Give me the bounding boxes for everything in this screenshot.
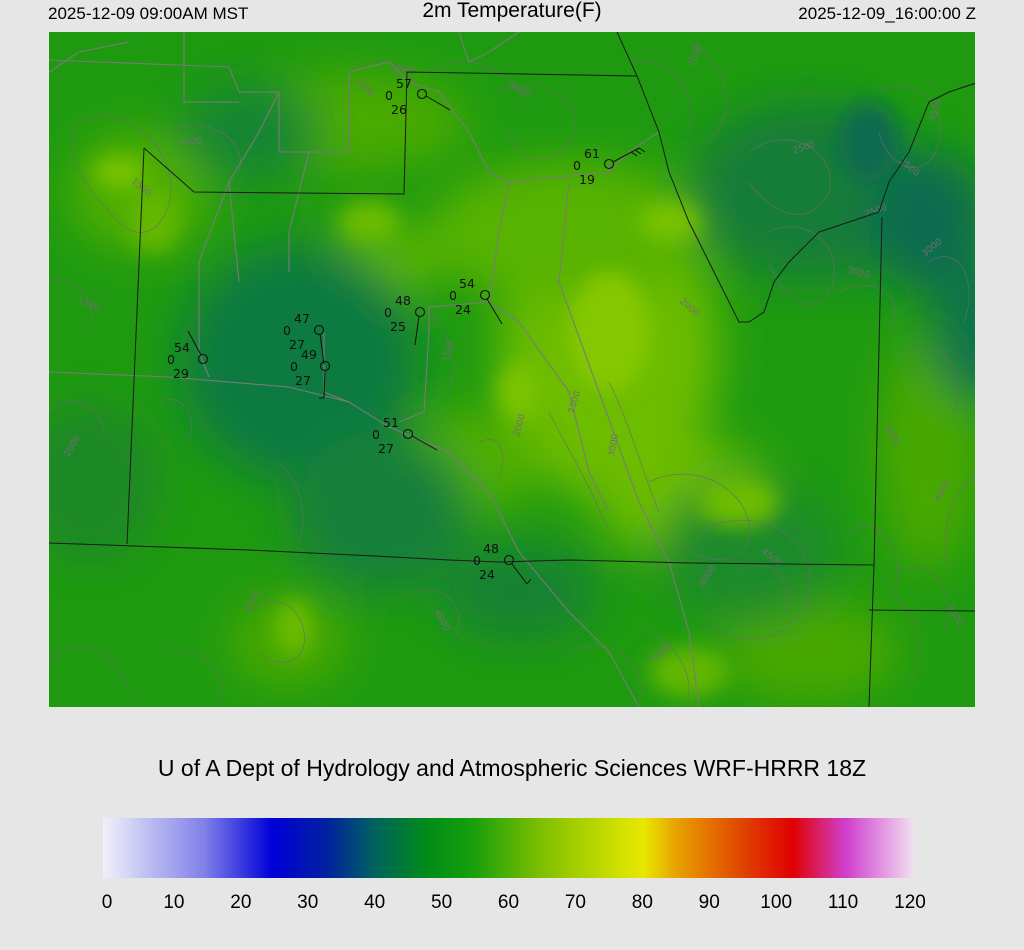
station-plot: 48 0 25 bbox=[384, 293, 426, 346]
colorbar-tick-label: 40 bbox=[364, 892, 386, 913]
terrain-contours bbox=[49, 41, 975, 707]
station-temp: 47 bbox=[294, 311, 310, 326]
colorbar-tick-label: 100 bbox=[760, 892, 793, 913]
wind-barb bbox=[486, 298, 503, 325]
contour-label: 2000 bbox=[392, 65, 415, 75]
wind-barb bbox=[425, 95, 451, 111]
station-temp: 61 bbox=[584, 146, 600, 161]
station-plot: 48 0 24 bbox=[473, 541, 532, 585]
colorbar-tick-label: 90 bbox=[698, 892, 720, 913]
colorbar-tick-label: 70 bbox=[564, 892, 586, 913]
station-temp: 54 bbox=[459, 276, 475, 291]
station-plot: 54 0 29 bbox=[167, 330, 209, 381]
colorbar-tick-label: 80 bbox=[631, 892, 653, 913]
local-time-label: 2025-12-09 09:00AM MST bbox=[48, 4, 249, 23]
credit-line: U of A Dept of Hydrology and Atmospheric… bbox=[157, 755, 867, 781]
station-circle bbox=[414, 306, 426, 318]
county-boundaries bbox=[49, 32, 975, 707]
roads bbox=[49, 32, 700, 707]
station-circle bbox=[479, 289, 491, 301]
station-plot: 47 0 27 bbox=[283, 311, 325, 365]
station-cloud: 0 bbox=[449, 288, 457, 303]
station-plot: 61 0 19 bbox=[573, 146, 646, 187]
colorbar-tick-label: 30 bbox=[297, 892, 319, 913]
wind-barb bbox=[414, 315, 420, 346]
station-temp: 54 bbox=[174, 340, 190, 355]
map-title: 2m Temperature(F) bbox=[422, 0, 602, 22]
station-dewpoint: 27 bbox=[295, 373, 311, 388]
station-dewpoint: 24 bbox=[479, 567, 495, 582]
station-dewpoint: 24 bbox=[455, 302, 471, 317]
colorbar-tick-label: 50 bbox=[431, 892, 453, 913]
station-dewpoint: 27 bbox=[289, 337, 305, 352]
station-cloud: 0 bbox=[473, 553, 481, 568]
colorbar-tick-label: 60 bbox=[497, 892, 520, 913]
station-plot: 57 0 26 bbox=[385, 76, 451, 117]
station-circle bbox=[416, 88, 428, 100]
station-cloud: 0 bbox=[573, 158, 581, 173]
station-cloud: 0 bbox=[167, 352, 175, 367]
wind-barb bbox=[187, 330, 202, 356]
colorbar bbox=[103, 818, 914, 878]
station-circle bbox=[402, 428, 414, 440]
station-temp: 49 bbox=[301, 347, 317, 362]
wind-barb bbox=[323, 369, 326, 399]
colorbar-labels: 0 10 20 30 40 50 60 70 80 90 100 110 120 bbox=[101, 892, 926, 922]
colorbar-tick-label: 0 bbox=[101, 892, 113, 913]
colorbar-tick-label: 10 bbox=[163, 892, 185, 913]
station-cloud: 0 bbox=[290, 359, 298, 374]
wind-barb bbox=[319, 333, 325, 365]
station-circle bbox=[197, 353, 209, 365]
colorbar-tick-label: 110 bbox=[827, 892, 859, 913]
station-cloud: 0 bbox=[384, 305, 392, 320]
valid-time-label: 2025-12-09_16:00:00 Z bbox=[798, 4, 976, 23]
station-plot: 51 0 27 bbox=[372, 415, 438, 456]
station-cloud: 0 bbox=[283, 323, 291, 338]
wind-barb bbox=[511, 563, 528, 585]
station-circle bbox=[603, 158, 615, 170]
station-circle bbox=[503, 554, 515, 566]
wind-barb bbox=[411, 435, 438, 451]
station-dewpoint: 27 bbox=[378, 441, 394, 456]
station-plot: 54 0 24 bbox=[449, 276, 503, 325]
station-circle bbox=[313, 324, 325, 336]
station-plot: 49 0 27 bbox=[290, 347, 331, 399]
station-temp: 48 bbox=[395, 293, 411, 308]
colorbar-tick-label: 20 bbox=[230, 892, 252, 913]
station-cloud: 0 bbox=[372, 427, 380, 442]
station-temp: 57 bbox=[396, 76, 412, 91]
wind-barb bbox=[612, 147, 640, 163]
station-dewpoint: 29 bbox=[173, 366, 189, 381]
temperature-map: 1500 1500 1500 2000 2000 2000 2500 2500 … bbox=[49, 32, 975, 707]
station-temp: 48 bbox=[483, 541, 499, 556]
contour-label: 1500 bbox=[179, 137, 202, 147]
station-dewpoint: 19 bbox=[579, 172, 595, 187]
station-temp: 51 bbox=[383, 415, 399, 430]
colorbar-tick-label: 120 bbox=[894, 892, 926, 913]
temperature-detail bbox=[94, 102, 899, 697]
contour-label: 3000 bbox=[607, 433, 621, 458]
station-dewpoint: 26 bbox=[391, 102, 407, 117]
station-cloud: 0 bbox=[385, 88, 393, 103]
station-dewpoint: 25 bbox=[390, 319, 406, 334]
contour-label: 1500 bbox=[442, 338, 456, 363]
station-plots: 57 0 26 61 0 19 54 0 24 48 0 bbox=[167, 76, 646, 585]
